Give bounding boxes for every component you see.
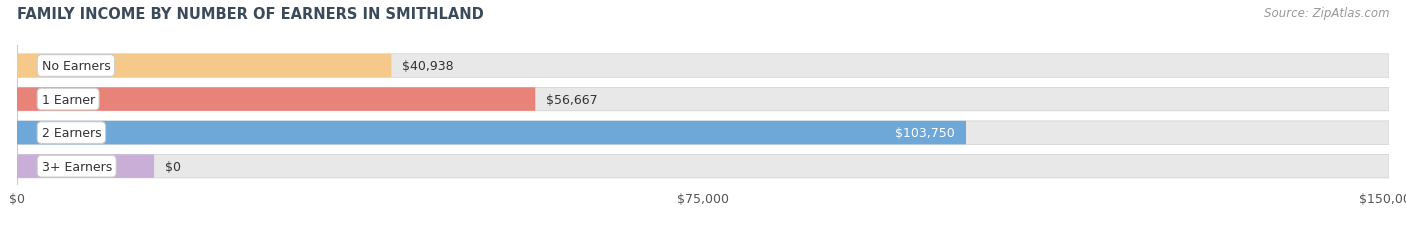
FancyBboxPatch shape <box>17 88 536 111</box>
Text: 1 Earner: 1 Earner <box>42 93 94 106</box>
Text: FAMILY INCOME BY NUMBER OF EARNERS IN SMITHLAND: FAMILY INCOME BY NUMBER OF EARNERS IN SM… <box>17 7 484 22</box>
FancyBboxPatch shape <box>17 121 1389 145</box>
Text: $103,750: $103,750 <box>896 127 955 140</box>
FancyBboxPatch shape <box>17 121 966 145</box>
Text: $56,667: $56,667 <box>547 93 598 106</box>
Text: 3+ Earners: 3+ Earners <box>42 160 112 173</box>
FancyBboxPatch shape <box>17 88 1389 111</box>
FancyBboxPatch shape <box>17 155 155 178</box>
Text: $0: $0 <box>165 160 181 173</box>
FancyBboxPatch shape <box>17 55 391 78</box>
Text: No Earners: No Earners <box>42 60 110 73</box>
Text: 2 Earners: 2 Earners <box>42 127 101 140</box>
FancyBboxPatch shape <box>17 155 1389 178</box>
Text: $40,938: $40,938 <box>402 60 454 73</box>
FancyBboxPatch shape <box>17 55 1389 78</box>
Text: Source: ZipAtlas.com: Source: ZipAtlas.com <box>1264 7 1389 20</box>
